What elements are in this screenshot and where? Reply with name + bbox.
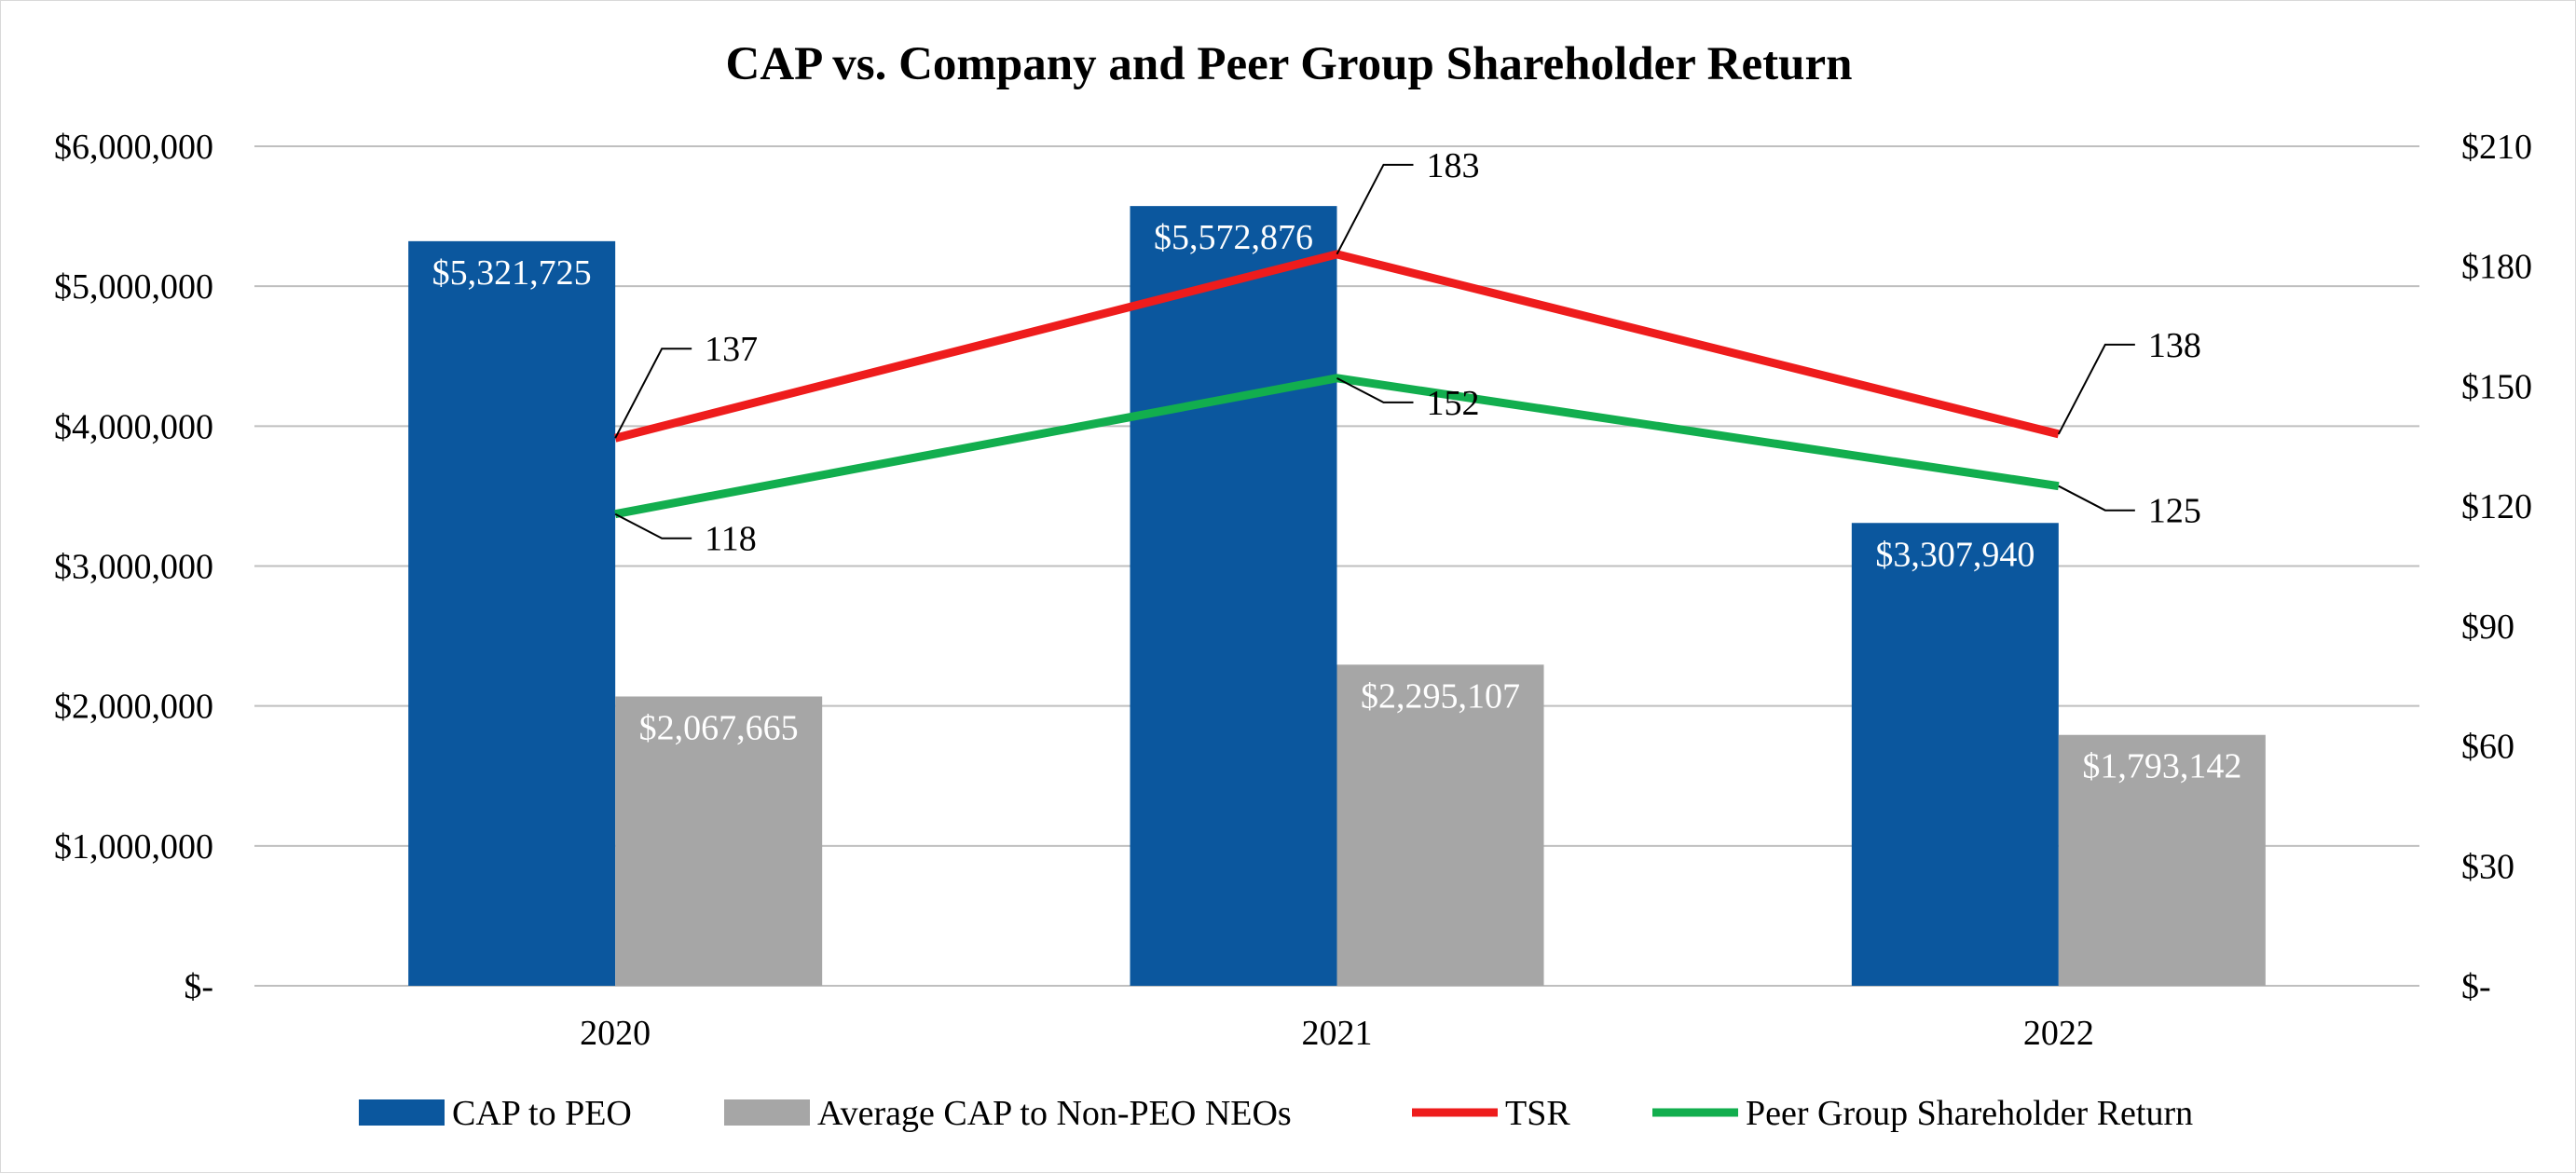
x-axis-tick-label: 2021 [1302, 1014, 1373, 1053]
legend-swatch-1 [724, 1099, 810, 1126]
left-axis-tick-label: $6,000,000 [54, 128, 213, 167]
line-data-label: 137 [705, 330, 758, 369]
line-data-label: 118 [705, 520, 757, 559]
data-label-leader [2057, 343, 2135, 435]
bar-data-label: $3,307,940 [1875, 535, 2035, 574]
bar-data-label: $5,321,725 [432, 253, 592, 293]
bar-avg-cap-non-peo-2020 [615, 696, 823, 986]
legend-label: TSR [1505, 1094, 1570, 1133]
bar-avg-cap-non-peo-2021 [1336, 664, 1544, 986]
left-axis-tick-label: $2,000,000 [54, 688, 213, 727]
right-axis-tick-label: $30 [2461, 847, 2514, 886]
x-axis-tick-label: 2022 [2023, 1014, 2094, 1053]
bars: $5,321,725 $5,572,876 $3,307,940 $2,067,665… [408, 206, 2266, 987]
line-data-label: 125 [2148, 492, 2201, 531]
line-data-label: 138 [2148, 326, 2201, 365]
legend-label: Average CAP to Non-PEO NEOs [817, 1094, 1292, 1133]
data-label-leader [1336, 163, 1414, 255]
bar-cap-to-peo-2020 [408, 240, 616, 986]
left-axis-tick-label: $- [184, 967, 213, 1006]
left-y-axis: $- $1,000,000 $2,000,000 $3,000,000 $4,000,0… [54, 128, 213, 1006]
x-axis-tick-label: 2020 [580, 1014, 651, 1053]
right-axis-tick-label: $- [2461, 967, 2491, 1006]
left-axis-tick-label: $4,000,000 [54, 407, 213, 446]
data-label-leader [1336, 376, 1414, 403]
line-series: 137 183 138 118 152 125 [614, 146, 2201, 559]
x-axis: 2020 2021 2022 [580, 1014, 2094, 1053]
line-data-label: 152 [1427, 384, 1480, 423]
line-data-label: 183 [1427, 146, 1480, 185]
left-axis-tick-label: $3,000,000 [54, 548, 213, 587]
right-axis-tick-label: $60 [2461, 728, 2514, 767]
right-axis-tick-label: $210 [2461, 128, 2532, 167]
right-axis-tick-label: $90 [2461, 607, 2514, 647]
left-axis-tick-label: $1,000,000 [54, 827, 213, 867]
bar-cap-to-peo-2021 [1130, 206, 1337, 987]
left-axis-tick-label: $5,000,000 [54, 267, 213, 307]
data-label-leader [614, 348, 692, 439]
right-axis-tick-label: $120 [2461, 487, 2532, 526]
chart-title: CAP vs. Company and Peer Group Sharehold… [725, 38, 1852, 90]
legend-label: Peer Group Shareholder Return [1746, 1094, 2193, 1133]
right-axis-tick-label: $180 [2461, 248, 2532, 287]
bar-cap-to-peo-2022 [1851, 523, 2059, 986]
legend-swatch-0 [359, 1099, 445, 1126]
bar-avg-cap-non-peo-2022 [2058, 734, 2266, 986]
legend-label: CAP to PEO [452, 1094, 632, 1133]
legend: CAP to PEO Average CAP to Non-PEO NEOs TSR… [359, 1094, 2193, 1133]
bar-data-label: $5,572,876 [1154, 218, 1313, 257]
data-label-leader [2058, 485, 2135, 512]
right-axis-tick-label: $150 [2461, 367, 2532, 406]
bar-data-label: $1,793,142 [2082, 747, 2241, 786]
right-y-axis: $- $30 $60 $90 $120 $150 $180 $210 [2461, 128, 2532, 1006]
data-label-leader [614, 512, 692, 539]
bar-data-label: $2,295,107 [1361, 676, 1520, 716]
bar-data-label: $2,067,665 [639, 709, 799, 748]
